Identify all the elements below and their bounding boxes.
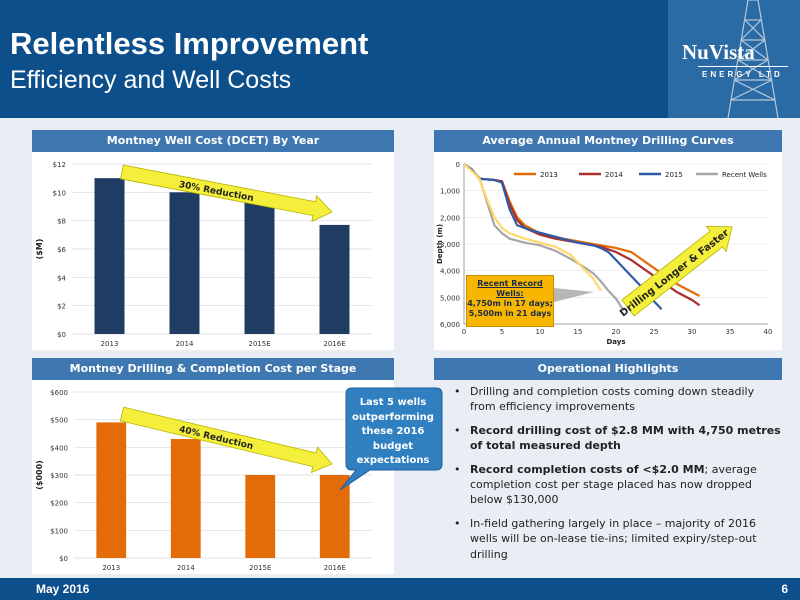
y-axis-title: Depth (m): [436, 224, 444, 264]
bullet-icon: •: [454, 462, 461, 476]
series-line: [463, 163, 602, 292]
bullet-icon: •: [454, 423, 461, 437]
y-tick-label: $200: [50, 500, 68, 508]
highlight-item: • In-field gathering largely in place – m…: [454, 516, 757, 561]
y-tick-label: 3,000: [440, 241, 460, 249]
y-tick-label: $6: [57, 246, 66, 254]
x-tick-label: 40: [764, 328, 773, 336]
y-axis-title: ($000): [35, 460, 44, 490]
x-axis-title: Days: [606, 338, 625, 346]
x-tick-label: 2016E: [324, 564, 346, 572]
y-tick-label: $300: [50, 472, 68, 480]
y-tick-label: $400: [50, 444, 68, 452]
y-tick-label: 1,000: [440, 188, 460, 196]
page-subtitle: Efficiency and Well Costs: [10, 66, 292, 94]
logo-divider: [698, 66, 788, 67]
footer-bar: May 2016 6: [0, 578, 800, 600]
x-tick-label: 2013: [101, 340, 119, 348]
panel-title-cost-per-stage: Montney Drilling & Completion Cost per S…: [32, 358, 394, 380]
y-tick-label: $2: [57, 303, 66, 311]
record-wells-line1: 4,750m in 17 days;: [467, 299, 553, 308]
x-tick-label: 20: [612, 328, 621, 336]
reduction-arrow: 40% Reduction: [119, 406, 333, 474]
x-tick-label: 2015E: [248, 340, 270, 348]
panel-title-highlights: Operational Highlights: [434, 358, 782, 380]
page-title: Relentless Improvement: [10, 26, 369, 61]
bar: [244, 198, 275, 334]
y-tick-label: 0: [456, 161, 460, 169]
footer-date: May 2016: [36, 582, 90, 596]
x-tick-label: 0: [462, 328, 466, 336]
legend-label: Recent Wells: [722, 171, 767, 179]
highlight-item: • Record completion costs of <$2.0 MM; av…: [454, 462, 757, 507]
bullet-icon: •: [454, 516, 461, 530]
y-tick-label: 2,000: [440, 214, 460, 222]
x-tick-label: 2014: [177, 564, 195, 572]
panel-title-drilling-curves: Average Annual Montney Drilling Curves: [434, 130, 782, 152]
y-tick-label: $8: [57, 218, 66, 226]
x-tick-label: 2015E: [249, 564, 271, 572]
bar: [319, 475, 350, 558]
y-tick-label: $10: [53, 189, 66, 197]
cost-per-stage-chart: $0 $100 $200 $300 $400 $500 $600 ($000) 2013 2014…: [35, 389, 372, 572]
panel-title-well-cost: Montney Well Cost (DCET) By Year: [32, 130, 394, 152]
record-wells-line2: 5,500m in 21 days: [468, 309, 552, 318]
arrow-shape: [119, 406, 333, 474]
logo-name: NuVista: [682, 40, 755, 64]
y-tick-label: $0: [59, 555, 68, 563]
x-tick-label: 2016E: [323, 340, 345, 348]
y-tick-label: 6,000: [440, 321, 460, 329]
bar: [245, 475, 276, 558]
y-tick-label: $100: [50, 527, 68, 535]
y-tick-label: $4: [57, 274, 66, 282]
y-tick-label: $600: [50, 389, 68, 397]
x-tick-label: 5: [500, 328, 504, 336]
y-axis-title: ($M): [35, 239, 44, 260]
x-tick-label: 2013: [102, 564, 120, 572]
bullet-icon: •: [454, 385, 461, 398]
x-tick-label: 10: [536, 328, 545, 336]
legend-label: 2014: [605, 171, 623, 179]
bar: [319, 224, 350, 334]
y-tick-label: $0: [57, 331, 66, 339]
company-logo: NuVista ENERGY LTD: [668, 0, 800, 118]
arrow-label: Drilling Longer & Faster: [618, 228, 731, 320]
record-wells-box: Recent Record Wells: 4,750m in 17 days; …: [466, 275, 554, 327]
record-pointer: [554, 288, 594, 302]
x-tick-label: 30: [688, 328, 697, 336]
logo-subtitle: ENERGY LTD: [702, 70, 783, 79]
highlight-item: • Record drilling cost of $2.8 MM with 4,…: [454, 423, 781, 453]
record-wells-title: Recent Record Wells:: [477, 279, 543, 298]
x-tick-label: 15: [574, 328, 583, 336]
highlights-list: • Drilling and completion costs coming do…: [452, 384, 782, 570]
drilling-faster-arrow: Drilling Longer & Faster: [618, 226, 733, 320]
callout-text: Last 5 wells outperforming these 2016 bu…: [352, 397, 434, 466]
callout-bubble: [339, 387, 443, 491]
x-tick-label: 35: [726, 328, 735, 336]
y-tick-label: 4,000: [440, 268, 460, 276]
drilling-rig-icon: [668, 0, 800, 118]
well-cost-chart: $0$2$4$6$8$10$12($M)2013 2014 2015E 2016E30…: [35, 161, 372, 348]
legend-label: 2013: [540, 171, 558, 179]
bar: [96, 422, 127, 558]
arrow-shape: [120, 164, 333, 223]
series-line: [463, 163, 663, 311]
arrow-shape: [621, 226, 733, 317]
bar: [170, 439, 201, 558]
highlight-item: • Drilling and completion costs coming do…: [454, 385, 755, 414]
y-tick-label: $500: [50, 417, 68, 425]
y-tick-label: $12: [53, 161, 66, 169]
y-tick-label: 5,000: [440, 294, 460, 302]
x-tick-label: 25: [650, 328, 659, 336]
bar: [169, 192, 200, 334]
page-number: 6: [781, 582, 788, 596]
x-tick-label: 2014: [176, 340, 194, 348]
bar: [94, 178, 125, 334]
legend-label: 2015: [665, 171, 683, 179]
header-bar: Relentless Improvement Efficiency and We…: [0, 0, 800, 118]
